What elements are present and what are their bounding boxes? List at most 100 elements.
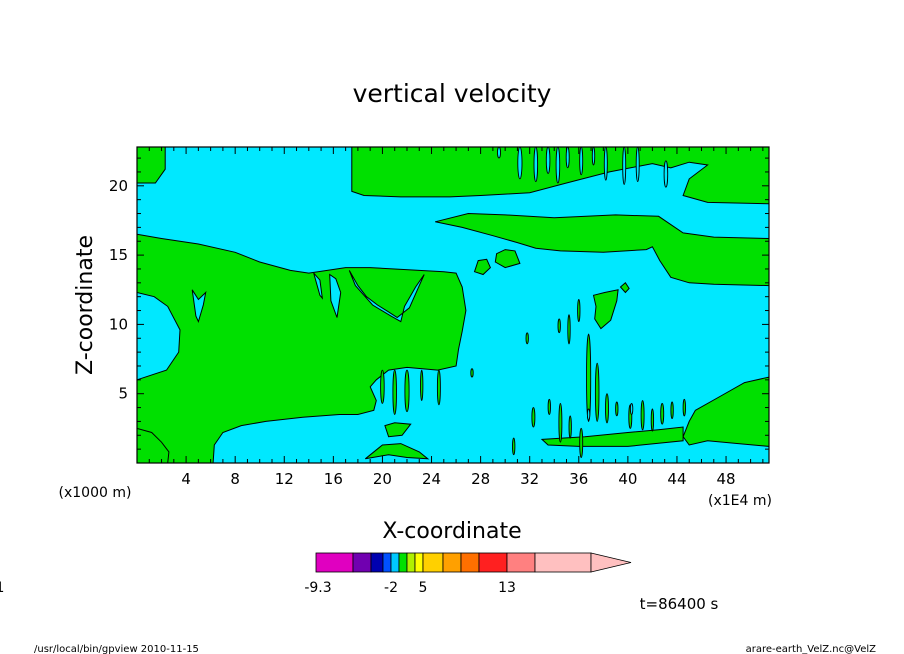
contour-spike-positive [567, 314, 571, 345]
contour-spike-negative [579, 146, 584, 176]
contour-region-positive [592, 289, 619, 330]
contour-spike-negative [603, 146, 608, 181]
colorbar-swatch [442, 552, 462, 573]
footer-right: arare-earth_VelZ.nc@VelZ [746, 644, 877, 654]
contour-spike-positive [525, 332, 529, 345]
contour-spike-negative [533, 146, 539, 183]
axis-ticks [137, 147, 769, 463]
contour-spike-positive [470, 368, 474, 378]
contour-spike-negative [622, 146, 627, 185]
contour-region-negative [313, 272, 324, 300]
x-tick-label: 44 [667, 470, 686, 488]
x-tick-label: 24 [422, 470, 441, 488]
colorbar-swatch [370, 552, 384, 573]
colorbar-swatch [422, 552, 444, 573]
x-unit-left: (x1000 m) [59, 485, 132, 501]
x-tick-label: 36 [569, 470, 588, 488]
colorbar-swatch [460, 552, 480, 573]
colorbar-swatch [506, 552, 536, 573]
x-tick-label: 4 [181, 470, 191, 488]
contour-region-positive [494, 249, 521, 269]
colorbar-label: 1 [0, 580, 4, 596]
colorbar-swatch [478, 552, 508, 573]
plot-frame [136, 146, 770, 464]
colorbar-label: 13 [498, 580, 516, 596]
y-tick-label: 15 [109, 246, 128, 264]
contour-spike-positive [547, 398, 551, 415]
contour-spike-negative [497, 146, 501, 159]
contour-spike-positive [640, 400, 645, 431]
contour-region-positive [473, 258, 492, 276]
contour-region-negative [348, 270, 425, 323]
contour-spike-positive [650, 408, 655, 432]
contour-spike-negative [629, 402, 634, 415]
colorbar-swatches [315, 552, 632, 573]
contour-spike-negative [545, 146, 551, 174]
colorbar-swatch [414, 552, 424, 573]
contour-spike-positive [404, 369, 410, 413]
x-tick-label: 20 [373, 470, 392, 488]
colorbar-swatch [534, 552, 592, 573]
contour-spike-positive [512, 437, 516, 456]
y-axis: 5 10 15 20 Z-coordinate [73, 177, 128, 403]
contour-spike-negative [663, 160, 669, 188]
colorbar-label: 5 [419, 580, 428, 596]
x-unit-right: (x1E4 m) [708, 493, 772, 509]
contour-spike-positive [531, 407, 536, 428]
contour-spike-positive [660, 402, 665, 425]
contour-spike-negative [586, 408, 591, 421]
x-tick-label: 48 [717, 470, 736, 488]
contour-region-positive [435, 212, 770, 287]
colorbar-extend-arrow [590, 552, 632, 573]
contour-region-positive [384, 422, 412, 438]
x-tick-label: 12 [275, 470, 294, 488]
contour-spike-positive [392, 369, 397, 415]
colorbar-swatch [398, 552, 408, 573]
contour-spike-positive [579, 427, 584, 458]
contour-spike-positive [436, 369, 441, 406]
footer-left: /usr/local/bin/gpview 2010-11-15 [34, 644, 199, 654]
contour-region-positive [682, 376, 770, 447]
contour-region-positive [540, 426, 684, 447]
colorbar-swatch [390, 552, 400, 573]
contour-region-positive [619, 282, 630, 294]
y-axis-label: Z-coordinate [73, 235, 98, 375]
contour-spike-positive [420, 369, 424, 402]
x-tick-label: 28 [471, 470, 490, 488]
colorbar-swatch [382, 552, 392, 573]
chart-title: vertical velocity [353, 79, 552, 108]
colorbar-swatch [406, 552, 416, 573]
contour-spike-positive [586, 333, 592, 422]
x-axis-label: X-coordinate [382, 519, 521, 544]
contour-spike-positive [558, 402, 563, 443]
y-tick-label: 5 [118, 385, 128, 403]
contour-spike-negative [635, 146, 640, 183]
contour-region-positive [351, 146, 770, 205]
y-tick-label: 10 [109, 315, 128, 333]
contour-spike-negative [517, 146, 523, 180]
contour-spike-positive [615, 401, 619, 417]
x-tick-label: 16 [324, 470, 343, 488]
contour-spike-positive [682, 398, 686, 417]
contour-spike-positive [577, 298, 581, 323]
contour-spike-positive [557, 318, 561, 334]
colorbar-label: -9.3 [304, 580, 331, 596]
colorbar-label: -2 [384, 580, 398, 596]
contour-spike-negative [591, 146, 596, 166]
y-tick-labels: 5 10 15 20 [109, 177, 128, 403]
colorbar: -9.3 -2 1 5 13 [0, 552, 632, 596]
contour-spike-positive [594, 362, 600, 422]
colorbar-labels: -9.3 -2 1 5 13 [0, 580, 516, 596]
x-axis: 4 8 12 16 20 24 28 32 36 40 44 48 (x1000 m) (x1E4 m… [59, 470, 772, 544]
contour-spike-positive [380, 369, 385, 404]
contour-region-negative [191, 289, 207, 324]
contour-spike-negative [555, 146, 561, 184]
time-label: t=86400 s [640, 595, 719, 613]
colorbar-swatch [315, 552, 354, 573]
contour-regions [136, 146, 770, 464]
y-tick-label: 20 [109, 177, 128, 195]
x-tick-label: 8 [230, 470, 240, 488]
x-tick-label: 32 [520, 470, 539, 488]
contour-spike-positive [605, 393, 609, 424]
